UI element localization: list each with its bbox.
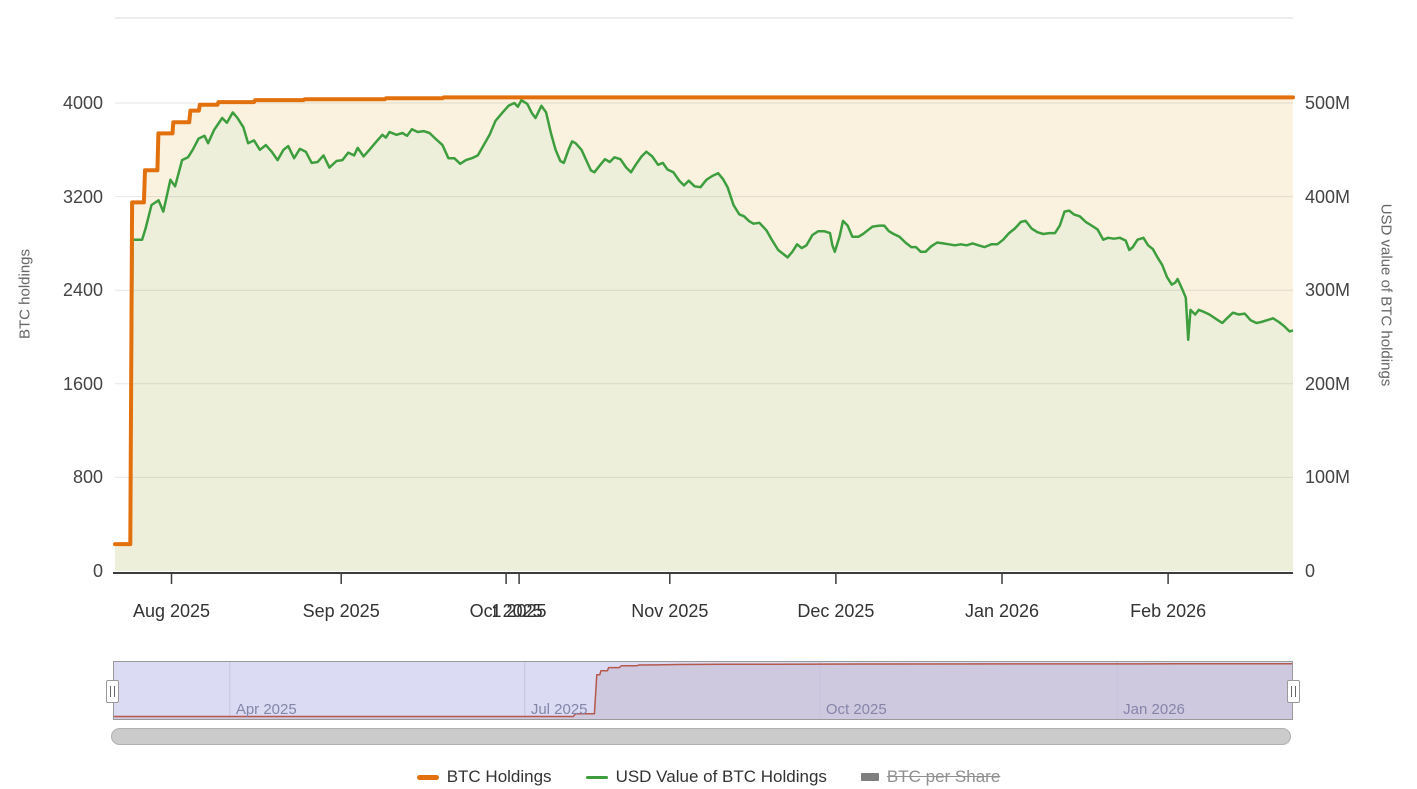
navigator-line	[113, 662, 1293, 718]
navigator-tick-label: Jul 2025	[530, 701, 588, 718]
left-axis-tick-label: 4000	[62, 93, 103, 113]
right-axis-title: USD value of BTC holdings	[1377, 203, 1395, 387]
usd-value-line	[115, 98, 1294, 546]
btc-holdings-line-icon	[416, 774, 439, 780]
btc-per-share-bar-icon	[860, 773, 879, 781]
left-axis-tick-label: 2400	[62, 280, 103, 301]
navigator[interactable]: Apr 2025 Jul 2025 Oct 2025 Jan 2026	[106, 661, 1300, 720]
right-axis-tick-label: 500M	[1305, 93, 1351, 113]
legend-item-btc-per-share[interactable]: BTC per Share	[860, 767, 1001, 787]
left-axis-tick-label: 1600	[62, 373, 103, 394]
navigator-tick-label: Apr 2025	[235, 701, 297, 718]
x-axis-tick-label: Oct 2025	[469, 601, 543, 621]
main-chart-plot	[113, 17, 1295, 584]
right-axis-tick-label: 0	[1305, 561, 1316, 581]
navigator-area	[113, 663, 1293, 719]
scrollbar[interactable]	[111, 728, 1291, 745]
navigator-tick-label: Oct 2025	[825, 701, 887, 718]
right-axis-tick-label: 200M	[1305, 373, 1351, 394]
left-axis-tick-label: 0	[92, 561, 103, 581]
navigator-tick-label: Jan 2026	[1123, 701, 1185, 718]
legend-item-btc-holdings[interactable]: BTC Holdings	[416, 767, 552, 787]
legend-item-usd-value[interactable]: USD Value of BTC Holdings	[585, 767, 827, 787]
x-axis-tick-label: Jan 2026	[964, 601, 1040, 621]
x-axis-tick-label: 1 2025	[491, 601, 547, 621]
right-axis-tick-label: 400M	[1305, 186, 1351, 207]
navigator-right-handle-icon[interactable]	[1287, 680, 1300, 703]
x-axis-labels: Aug 2025 Sep 2025 Oct 2025 1 2025 Nov 2025 De…	[0, 601, 1417, 629]
x-axis-tick-label: Sep 2025	[302, 601, 380, 621]
right-axis-tick-label: 300M	[1305, 280, 1351, 301]
usd-value-area	[115, 100, 1293, 571]
legend-label: BTC per Share	[886, 767, 1001, 786]
x-axis-tick-label: Aug 2025	[132, 601, 211, 621]
usd-value-line-icon	[585, 775, 608, 779]
left-axis-tick-label: 800	[72, 467, 103, 488]
navigator-plot	[113, 661, 1293, 720]
legend: BTC Holdings USD Value of BTC Holdings B…	[0, 767, 1417, 787]
legend-label: BTC Holdings	[446, 767, 552, 786]
right-axis-tick-label: 100M	[1305, 467, 1351, 488]
x-axis-tick-label: Dec 2025	[797, 601, 875, 621]
btc-holdings-line	[113, 95, 1295, 547]
legend-label: USD Value of BTC Holdings	[615, 767, 827, 786]
navigator-left-handle-icon[interactable]	[106, 680, 119, 703]
x-axis-tick-label: Feb 2026	[1130, 601, 1207, 621]
left-axis-tick-label: 3200	[62, 186, 103, 207]
x-axis-tick-label: Nov 2025	[631, 601, 709, 621]
left-axis-title: BTC holdings	[16, 248, 34, 340]
